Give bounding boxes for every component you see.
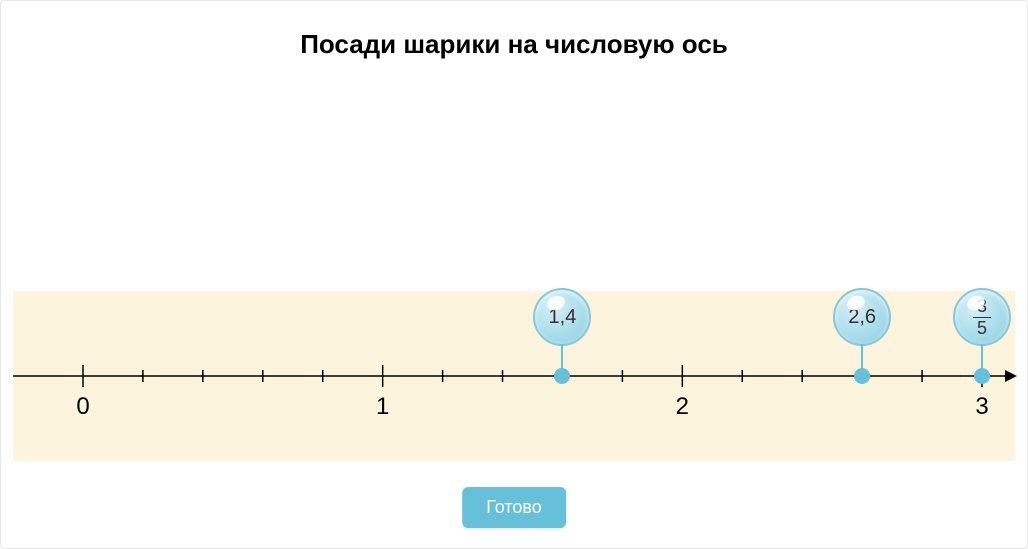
balloon-3[interactable]: 35 bbox=[953, 288, 1011, 346]
balloon-2[interactable]: 2,6 bbox=[833, 288, 891, 346]
balloon-body: 1,4 bbox=[533, 288, 591, 346]
svg-text:0: 0 bbox=[76, 393, 89, 416]
ready-button[interactable]: Готово bbox=[462, 487, 566, 528]
svg-text:3: 3 bbox=[975, 393, 988, 416]
balloon-body: 35 bbox=[953, 288, 1011, 346]
balloon-dot bbox=[554, 368, 570, 384]
balloon-dot bbox=[974, 368, 990, 384]
balloon-dot bbox=[854, 368, 870, 384]
balloon-1[interactable]: 1,4 bbox=[533, 288, 591, 346]
svg-text:2: 2 bbox=[676, 393, 689, 416]
balloon-body: 2,6 bbox=[833, 288, 891, 346]
page-title: Посади шарики на числовую ось bbox=[1, 1, 1027, 60]
exercise-container: Посади шарики на числовую ось 0 1 2 3 1,4 2,… bbox=[0, 0, 1028, 549]
fraction-denominator: 5 bbox=[977, 319, 987, 337]
svg-text:1: 1 bbox=[376, 393, 389, 416]
